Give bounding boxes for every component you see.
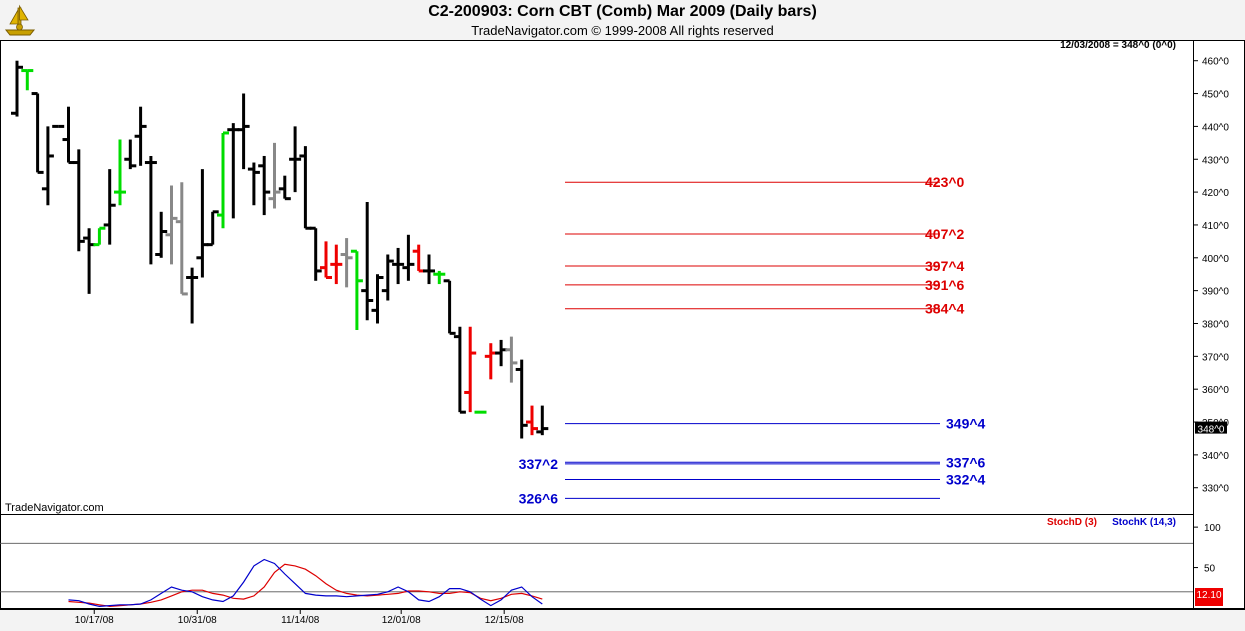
x-tick-label: 12/01/08 — [382, 615, 421, 626]
y-tick-label: 340^0 — [1202, 451, 1229, 462]
ohlc-bar — [433, 270, 446, 285]
x-axis-strip — [0, 609, 1245, 631]
y-tick-label: 370^0 — [1202, 352, 1229, 363]
ohlc-bar — [381, 254, 394, 301]
y-tick-label: 360^0 — [1202, 385, 1229, 396]
stochk-line — [68, 558, 543, 608]
level-label: 337^6 — [946, 454, 986, 470]
level-label: 326^6 — [519, 490, 559, 506]
ohlc-bar — [340, 238, 353, 288]
legend-stochd: StochD (3) — [1047, 517, 1097, 528]
y-tick-label: 440^0 — [1202, 122, 1229, 133]
ohlc-bar — [93, 226, 106, 247]
ohlc-bar — [289, 126, 302, 193]
chart-title: C2-200903: Corn CBT (Comb) Mar 2009 (Dai… — [428, 3, 817, 20]
ohlc-bar — [72, 149, 85, 252]
ohlc-bar — [515, 359, 528, 439]
ohlc-bar — [237, 93, 250, 170]
chart-header: C2-200903: Corn CBT (Comb) Mar 2009 (Dai… — [0, 0, 1245, 40]
ohlc-bar — [217, 131, 229, 229]
level-label: 384^4 — [925, 301, 965, 317]
ohlc-bar — [536, 405, 549, 436]
ohlc-bar — [21, 69, 34, 91]
ohlc-bar — [41, 126, 54, 206]
ohlc-bar — [423, 254, 435, 285]
ohlc-bar — [165, 185, 178, 265]
level-label: 423^0 — [925, 174, 965, 190]
ohlc-bar — [526, 405, 538, 436]
y-tick-label: 400^0 — [1202, 254, 1229, 265]
level-label: 397^4 — [925, 258, 965, 274]
ohlc-bar — [371, 274, 384, 324]
level-label: 337^2 — [519, 456, 559, 472]
ohlc-bar — [258, 155, 271, 216]
ohlc-bar — [144, 155, 157, 265]
stoch-panel-frame — [0, 514, 1194, 609]
ohlc-bar — [114, 139, 126, 206]
ohlc-bar — [361, 201, 374, 321]
ohlc-bar — [330, 244, 343, 285]
ohlc-bar — [464, 326, 477, 413]
ohlc-bar — [175, 182, 188, 296]
ohlc-bar — [443, 279, 456, 335]
ohlc-bar — [392, 247, 405, 285]
ohlc-bar — [103, 169, 116, 245]
ohlc-bar — [124, 139, 137, 170]
y-tick-label: 460^0 — [1202, 57, 1229, 68]
x-tick-label: 10/17/08 — [75, 615, 114, 626]
level-label: 391^6 — [925, 277, 965, 293]
y-tick-label: 410^0 — [1202, 221, 1229, 232]
x-tick-label: 10/31/08 — [178, 615, 217, 626]
cursor-readout: 12/03/2008 = 348^0 (0^0) — [1060, 40, 1176, 51]
level-label: 332^4 — [946, 472, 986, 488]
ohlc-bar — [402, 234, 415, 281]
ohlc-bar — [31, 92, 44, 174]
legend-stochk: StochK (14,3) — [1112, 517, 1176, 528]
ohlc-bar — [11, 60, 23, 117]
x-tick-label: 12/15/08 — [485, 615, 524, 626]
ohlc-bar — [278, 175, 291, 201]
stoch-y-tick-label: 100 — [1204, 523, 1221, 534]
y-tick-label: 420^0 — [1202, 188, 1229, 199]
y-tick-label: 430^0 — [1202, 155, 1229, 166]
ohlc-bar — [247, 162, 260, 206]
ohlc-bar — [134, 106, 147, 166]
ohlc-bar — [186, 267, 199, 324]
ohlc-bar — [309, 226, 322, 281]
stochd-line — [68, 563, 543, 608]
last-price-badge: 348^0 — [1195, 421, 1227, 436]
tradenavigator-logo-icon — [2, 2, 38, 38]
ohlc-bar — [155, 211, 168, 258]
ohlc-bar — [505, 336, 518, 383]
y-tick-label: 380^0 — [1202, 319, 1229, 330]
ohlc-bar — [206, 210, 219, 247]
stoch-y-tick-label: 50 — [1204, 564, 1216, 575]
level-label: 349^4 — [946, 416, 986, 432]
stoch-last-label: 12.10 — [1196, 590, 1221, 601]
watermark-text: TradeNavigator.com — [5, 502, 104, 514]
ohlc-bar — [453, 326, 466, 414]
ohlc-bar — [350, 249, 363, 331]
stoch-last-badge: 12.10 — [1195, 588, 1223, 606]
y-tick-label: 450^0 — [1202, 90, 1229, 101]
x-tick-label: 11/14/08 — [281, 615, 320, 626]
price-panel-frame — [0, 40, 1194, 515]
y-tick-label: 390^0 — [1202, 287, 1229, 298]
level-label: 407^2 — [925, 226, 965, 242]
chart-subtitle: TradeNavigator.com © 1999-2008 All right… — [471, 23, 774, 38]
ohlc-bar — [268, 142, 281, 209]
ohlc-bar — [320, 241, 332, 279]
y-tick-label: 330^0 — [1202, 484, 1229, 495]
last-price-label: 348^0 — [1198, 425, 1225, 436]
